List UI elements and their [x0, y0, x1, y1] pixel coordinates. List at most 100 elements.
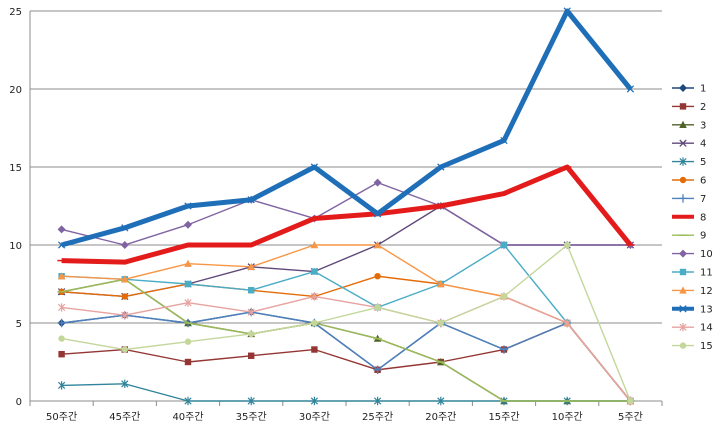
legend-marker — [679, 249, 687, 258]
legend-marker — [679, 176, 687, 184]
legend-entry-1: 1 — [672, 84, 706, 95]
data-point — [374, 273, 381, 280]
data-point — [57, 318, 66, 328]
data-point — [57, 303, 66, 312]
y-tick-label: 10 — [9, 241, 22, 252]
data-point — [57, 225, 66, 234]
legend-entry-6: 6 — [672, 176, 706, 187]
data-point — [311, 319, 318, 327]
legend-label: 4 — [700, 139, 706, 150]
legend-marker — [679, 157, 687, 166]
legend-entry-3: 3 — [672, 120, 706, 131]
series-line-10 — [61, 181, 631, 246]
legend-label: 10 — [700, 249, 713, 260]
data-point — [57, 381, 66, 390]
x-tick-label: 20주간 — [425, 411, 456, 423]
data-point — [500, 293, 508, 300]
data-point — [184, 298, 192, 307]
series-line-1 — [61, 311, 631, 402]
data-point — [500, 241, 508, 249]
data-point — [57, 272, 66, 280]
data-point — [437, 163, 445, 171]
y-tick-label: 20 — [9, 85, 22, 96]
x-tick-label: 15주간 — [488, 411, 519, 423]
data-point — [58, 335, 65, 342]
series-line-8 — [61, 164, 633, 265]
data-point — [247, 396, 255, 406]
data-point — [184, 280, 192, 288]
legend-marker — [678, 194, 688, 203]
series-9 — [57, 278, 635, 402]
legend-marker — [679, 286, 687, 294]
y-tick-label: 0 — [16, 397, 22, 408]
data-point — [121, 293, 128, 300]
legend-entry-10: 10 — [672, 249, 713, 260]
legend-label: 15 — [700, 341, 713, 352]
legend-marker — [679, 268, 687, 276]
data-point — [373, 178, 382, 187]
data-point — [184, 202, 192, 210]
legend-label: 6 — [700, 176, 706, 187]
legend-label: 9 — [700, 231, 706, 242]
series-13 — [57, 7, 635, 249]
series-7 — [57, 307, 635, 406]
legend-entry-14: 14 — [672, 323, 713, 334]
data-point — [500, 136, 508, 145]
legend-label: 14 — [700, 323, 713, 334]
series-line-9 — [61, 278, 631, 402]
series-line-5 — [61, 383, 631, 402]
legend-entry-5: 5 — [672, 157, 706, 168]
legend-entry-15: 15 — [672, 341, 713, 352]
legend-entry-11: 11 — [672, 268, 713, 279]
legend-entry-7: 7 — [672, 194, 706, 205]
series-14 — [57, 292, 635, 406]
data-point — [373, 365, 382, 374]
legend-entry-13: 13 — [672, 304, 713, 315]
data-point — [563, 7, 571, 15]
data-point — [563, 318, 571, 328]
data-point — [311, 268, 318, 275]
series-line-14 — [61, 295, 631, 402]
data-point — [564, 241, 571, 249]
x-tick-label: 35주간 — [236, 411, 267, 423]
legend-label: 13 — [700, 304, 713, 315]
data-point — [310, 241, 319, 249]
data-point — [373, 210, 382, 218]
series-2 — [58, 319, 634, 405]
x-tick-label: 30주간 — [299, 411, 330, 423]
data-point — [626, 85, 635, 93]
data-point — [248, 352, 255, 359]
series-line-3 — [61, 278, 631, 402]
series-line-7 — [61, 311, 631, 402]
y-tick-label: 25 — [9, 7, 22, 18]
x-tick-label: 10주간 — [552, 411, 583, 423]
legend-marker — [679, 342, 687, 349]
data-point — [247, 262, 255, 271]
legend-marker — [679, 84, 687, 92]
x-tick-label: 5주간 — [618, 411, 643, 423]
legend-marker — [679, 103, 687, 110]
data-point — [248, 287, 255, 294]
data-point — [184, 396, 192, 406]
x-tick-label: 45주간 — [109, 411, 140, 423]
data-point — [57, 241, 66, 249]
data-point — [121, 224, 129, 232]
data-point — [248, 330, 255, 338]
data-point — [311, 346, 318, 353]
legend-marker — [679, 120, 687, 128]
data-point — [437, 280, 445, 288]
legend-entry-9: 9 — [672, 231, 706, 242]
legend-entry-8: 8 — [672, 212, 706, 223]
data-point — [373, 241, 382, 249]
data-point — [184, 220, 192, 229]
x-tick-label: 40주간 — [172, 411, 203, 423]
data-point — [437, 319, 444, 327]
data-point — [121, 379, 129, 389]
series-3 — [57, 275, 635, 405]
series-line-13 — [60, 8, 633, 248]
legend-label: 2 — [700, 102, 706, 113]
data-point — [310, 292, 319, 301]
legend-entry-12: 12 — [672, 286, 713, 297]
data-point — [374, 304, 381, 311]
data-point — [373, 396, 382, 406]
